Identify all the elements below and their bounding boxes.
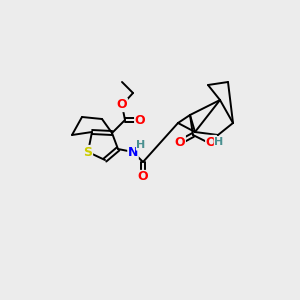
Text: O: O <box>175 136 185 148</box>
Text: O: O <box>117 98 127 112</box>
Text: N: N <box>128 146 138 158</box>
Text: H: H <box>214 137 224 147</box>
Text: S: S <box>83 146 92 158</box>
Text: O: O <box>138 170 148 184</box>
Text: O: O <box>135 113 145 127</box>
Text: H: H <box>136 140 146 150</box>
Text: O: O <box>206 136 216 148</box>
